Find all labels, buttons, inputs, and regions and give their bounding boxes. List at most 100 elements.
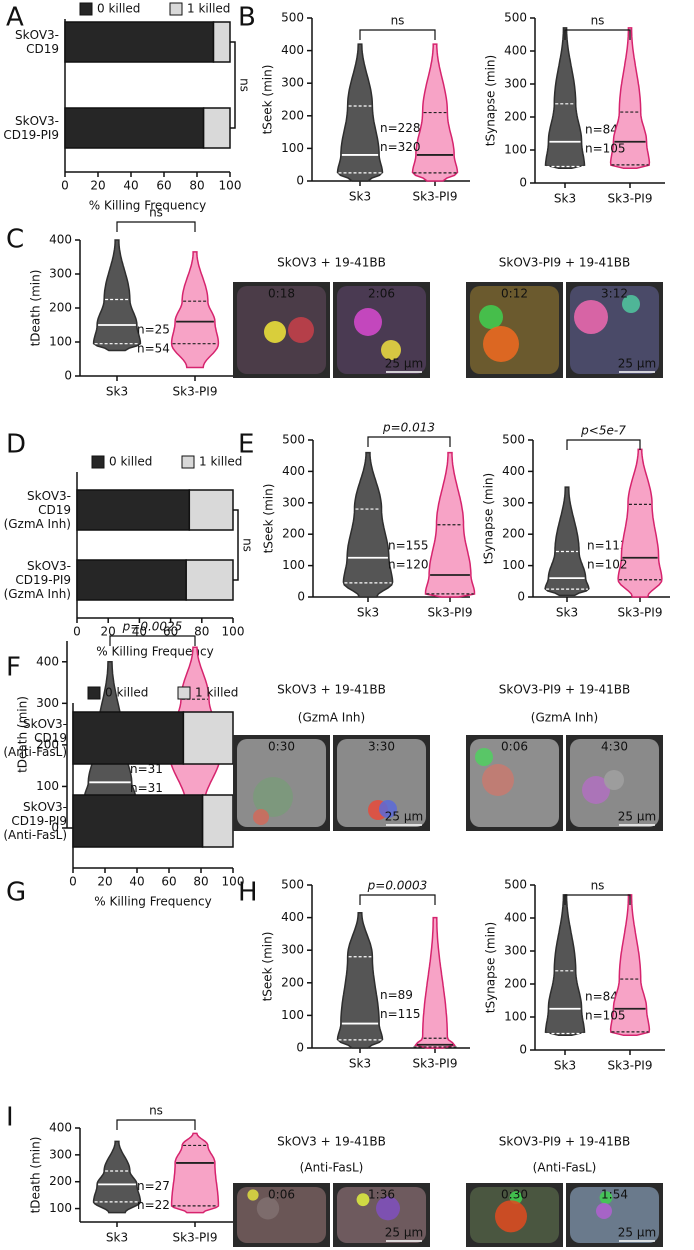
significance-label: ns [241,538,255,552]
violin [544,486,590,597]
significance-bracket [564,894,631,905]
y-tick-label: 200 [36,737,59,751]
y-tick-label: 400 [49,233,72,247]
category-label-line: CD19 [34,731,67,745]
n-label: n=320 [380,140,421,154]
cell [483,326,519,362]
timestamp: 0:18 [268,287,295,301]
y-tick-label: 400 [502,464,525,478]
violin [92,1140,142,1214]
cell [356,1193,370,1207]
scale-bar-label: 25 µm [385,1226,423,1240]
y-tick-label: 300 [49,267,72,281]
category-label: SkOV3-CD19 (Anti-FasL) [3,717,67,759]
violin [544,894,586,1036]
n-label: n=31 [130,762,163,776]
n-label: n=31 [130,781,163,795]
legend-swatch [169,2,183,16]
violin [414,916,456,1049]
y-tick-label: 400 [281,43,304,57]
panel-letter: H [238,878,258,908]
y-tick-label: 500 [281,11,304,25]
timestamp: 2:06 [368,287,395,301]
n-label: n=25 [137,323,170,337]
cell [574,300,608,334]
violin [609,894,651,1036]
micrograph-title: SkOV3 + 19-41BB [277,1135,386,1149]
cell [354,308,382,336]
panel-letter: D [6,430,26,460]
x-tick-label: 100 [222,625,245,639]
x-tick-label: 20 [97,875,112,889]
x-tick-label: Sk3-PI9 [173,385,218,399]
y-tick-label: 500 [504,11,527,25]
micrograph-title: SkOV3-PI9 + 19-41BB [499,683,630,697]
bar-segment [76,489,191,531]
y-tick-label: 300 [282,495,305,509]
n-label: n=84 [585,122,618,136]
cell [622,295,640,313]
category-label-line: SkOV3- [15,114,59,128]
well [470,739,559,827]
category-label-line: SkOV3- [15,28,59,42]
y-tick-label: 400 [282,464,305,478]
y-tick-label: 0 [296,1041,304,1055]
y-tick-label: 100 [281,1008,304,1022]
y-tick-label: 0 [519,1043,527,1057]
y-tick-label: 100 [282,558,305,572]
significance-label: ns [591,14,605,28]
significance-bracket [116,1119,196,1130]
y-tick-label: 300 [504,944,527,958]
significance-label: ns [149,1104,163,1118]
x-tick-label: 100 [219,179,242,193]
cell [379,800,397,818]
cell [253,777,293,817]
legend-label: 0 killed [109,455,152,469]
category-label-line: CD19 [26,42,59,56]
y-tick-label: 100 [49,335,72,349]
violin [92,239,142,352]
cell [381,340,401,360]
legend-label: 0 killed [97,2,140,16]
bar-segment [201,794,234,848]
bar-segment [185,559,234,601]
violin [336,43,384,182]
n-label: n=120 [388,557,429,571]
micrograph-title: SkOV3 + 19-41BB [277,683,386,697]
y-axis-title: tDeath (min) [16,696,30,773]
x-tick-label: Sk3 [349,190,371,204]
x-axis-title: % Killing Frequency [96,645,213,659]
legend-swatch [91,455,105,469]
legend-swatch [79,2,93,16]
legend-label: 1 killed [187,2,230,16]
y-tick-label: 300 [36,696,59,710]
x-tick-label: 20 [90,179,105,193]
y-tick-label: 100 [504,143,527,157]
panel-letter: E [238,430,254,460]
x-tick-label: 0 [69,875,77,889]
micrograph-title: SkOV3-PI9 + 19-41BB [499,1135,630,1149]
x-tick-label: Sk3 [554,1059,576,1073]
violin [544,27,586,169]
panel-letter: B [238,3,256,33]
x-tick-label: 0 [61,179,69,193]
y-tick-label: 200 [49,1174,72,1188]
timestamp: 0:30 [268,740,295,754]
significance-label: p=0.0003 [367,879,428,893]
significance-bracket [109,635,196,646]
y-tick-label: 0 [51,821,59,835]
x-tick-label: Sk3 [556,606,578,620]
legend-label: 1 killed [199,455,242,469]
cell [482,764,514,796]
y-tick-label: 0 [297,590,305,604]
x-tick-label: 40 [129,875,144,889]
well [337,286,426,374]
significance-bracket [230,41,236,129]
bar-segment [72,711,185,765]
cell [495,1200,527,1233]
x-tick-label: 80 [194,625,209,639]
y-axis-title: tSeek (min) [261,65,275,135]
violin [609,27,651,169]
cell [247,1189,259,1201]
y-tick-label: 500 [502,433,525,447]
